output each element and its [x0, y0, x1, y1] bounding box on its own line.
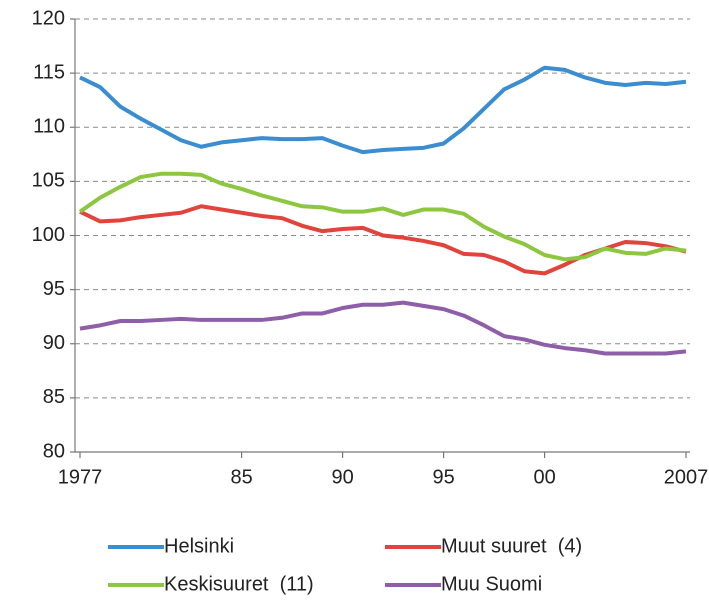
y-tick-label: 115	[33, 61, 65, 83]
y-tick-label: 120	[32, 7, 65, 29]
x-tick-label: 90	[331, 466, 353, 488]
x-tick-label: 2007	[664, 466, 709, 488]
x-tick-label: 85	[230, 466, 252, 488]
series-line	[79, 204, 687, 276]
y-tick-label: 90	[43, 332, 65, 354]
legend-label: Keskisuuret (11)	[164, 573, 314, 595]
series-line	[79, 65, 687, 155]
series-line	[78, 171, 687, 262]
y-tick-label: 85	[43, 386, 65, 408]
y-tick-label: 110	[33, 116, 65, 138]
x-tick-label: 00	[533, 466, 555, 488]
series-line	[79, 300, 687, 356]
y-tick-label: 105	[32, 170, 65, 192]
y-tick-label: 95	[43, 278, 65, 300]
legend-label: Muut suuret (4)	[441, 535, 582, 557]
y-tick-label: 80	[43, 440, 65, 462]
x-tick-label: 1977	[58, 466, 103, 488]
y-tick-label: 100	[32, 224, 65, 246]
x-tick-label: 95	[432, 466, 454, 488]
legend-label: Helsinki	[164, 535, 234, 557]
legend-label: Muu Suomi	[441, 573, 542, 595]
